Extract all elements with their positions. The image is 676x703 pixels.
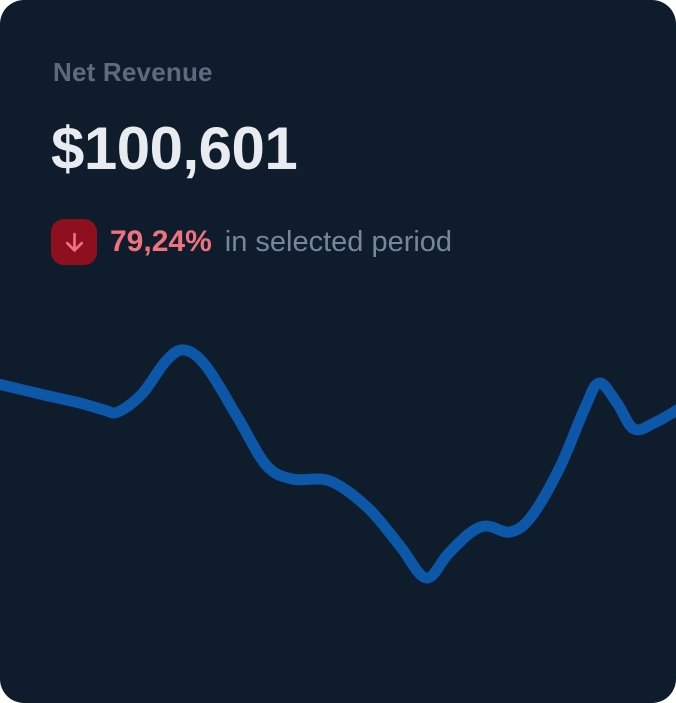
delta-percent: 79,24% <box>110 225 212 258</box>
delta-row: 79,24% in selected period <box>51 219 452 265</box>
metric-value: $100,601 <box>51 115 298 182</box>
arrow-down-icon <box>61 229 88 256</box>
revenue-line <box>0 344 676 584</box>
delta-caption: in selected period <box>224 225 453 258</box>
delta-badge <box>51 219 97 265</box>
card-title: Net Revenue <box>53 57 213 87</box>
